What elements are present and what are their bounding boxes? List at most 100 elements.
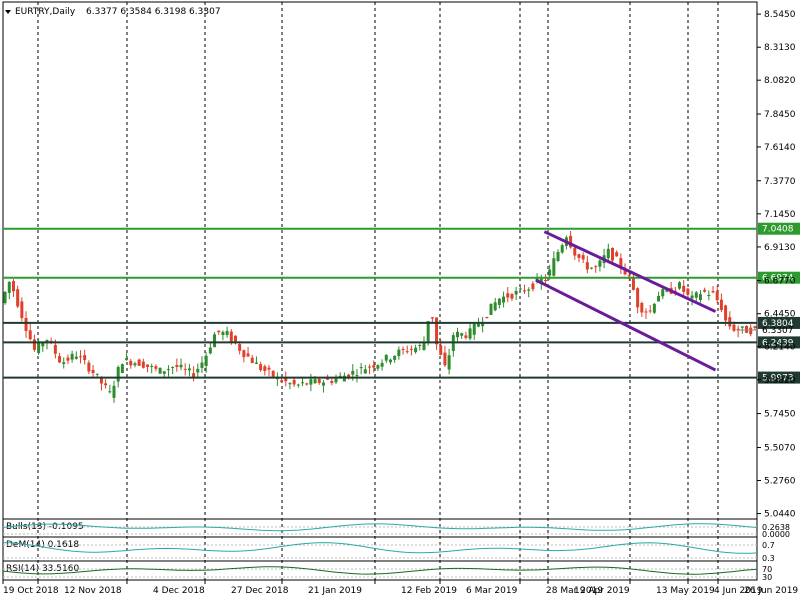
candle-body [552,258,556,276]
candle-body [556,251,560,261]
candle-body [447,355,451,370]
candle-body [531,283,535,290]
ohlc-readout: 6.3377 6.3584 6.3198 6.3307 [86,7,221,17]
candle-body [594,266,598,268]
candle-body [443,352,447,366]
candle-body [162,371,166,374]
level-label: 7.0408 [762,225,794,235]
candle-body [686,288,690,295]
candle-body [284,377,288,382]
candle-body [166,369,170,371]
candle-body [238,344,242,351]
candle-body [636,288,640,308]
candle-body [267,367,271,370]
indicator-line [2,523,758,532]
y-tick-label: 6.4450 [764,310,796,320]
candle-body [66,357,70,361]
indicator-scale-label: 0.3 [762,554,775,563]
candle-body [749,327,753,335]
indicator-scale-label: 0.7 [762,541,775,550]
candle-body [20,301,24,319]
candle-body [502,296,506,303]
candle-body [204,355,208,366]
candle-body [321,382,325,386]
y-tick-label: 6.6770 [764,277,796,287]
candle-body [11,281,15,292]
candle-body [99,376,103,384]
candle-body [229,331,233,342]
candle-body [242,350,246,358]
candle-body [78,356,82,358]
level-label-bg [758,371,800,384]
indicator-line [2,542,758,554]
indicator-label: DeM(14) 0.1618 [6,540,79,550]
candle-body [393,355,397,360]
candle-body [150,366,154,368]
candle-body [187,368,191,371]
candle-body [217,330,221,333]
candle-body [527,289,531,291]
channel-line [543,230,717,313]
candle-body [682,285,686,292]
candle-body [698,294,702,301]
candle-body [95,373,99,375]
level-label: 6.3804 [762,319,794,329]
x-tick-label: 4 Dec 2018 [153,586,205,596]
candle-body [326,378,330,380]
candle-body [376,365,380,369]
candle-body [309,379,313,385]
x-axis: 19 Oct 2018 12 Nov 2018 4 Dec 2018 27 Dec 2… [2,580,798,596]
candle-body [347,374,351,378]
candle-body [414,347,418,353]
level-label: 6.2439 [762,338,794,348]
candle-body [368,366,372,368]
y-tick-label: 8.3130 [764,43,796,53]
x-tick-label: 21 Jan 2019 [308,586,362,596]
candle-body [548,269,552,276]
candle-body [53,344,57,354]
plot-frame [2,1,758,581]
candle-body [74,356,78,359]
indicator-scale-label: 70 [762,565,772,574]
candle-body [246,353,250,357]
x-tick-label: 26 Jun 2019 [744,586,798,596]
candle-body [355,375,359,377]
candle-body [196,368,200,373]
price-grid [2,1,758,581]
level-label-bg [758,316,800,329]
candle-body [707,295,711,297]
y-tick-label: 5.0440 [764,510,796,520]
candle-body [41,342,45,347]
candle-body [83,355,87,361]
candle-body [154,366,158,369]
candle-body [510,294,514,299]
candle-body [380,362,384,367]
candle-body [213,334,217,348]
candle-body [37,342,41,354]
symbol-dropdown-icon[interactable] [5,10,11,14]
candle-body [129,360,133,366]
candle-body [745,326,749,333]
indicator-scale-label: 0.2638 [762,523,790,532]
candle-body [221,331,225,335]
candle-body [560,245,564,253]
candle-body [288,383,292,385]
candle-body [724,305,728,321]
candle-body [250,357,254,364]
candle-body [171,367,175,369]
candle-body [422,341,426,351]
candle-body [728,317,732,327]
level-label-bg [758,336,800,349]
candle-body [108,391,112,393]
candle-body [455,331,459,338]
y-tick-label: 5.9820 [764,376,796,386]
candle-body [711,290,715,293]
candle-body [497,298,501,305]
candle-body [485,316,489,318]
candle-body [7,281,11,293]
candle-body [623,269,627,275]
candle-body [468,328,472,339]
candle-body [409,348,413,350]
x-tick-label: 4 Jun 2019 [714,586,763,596]
